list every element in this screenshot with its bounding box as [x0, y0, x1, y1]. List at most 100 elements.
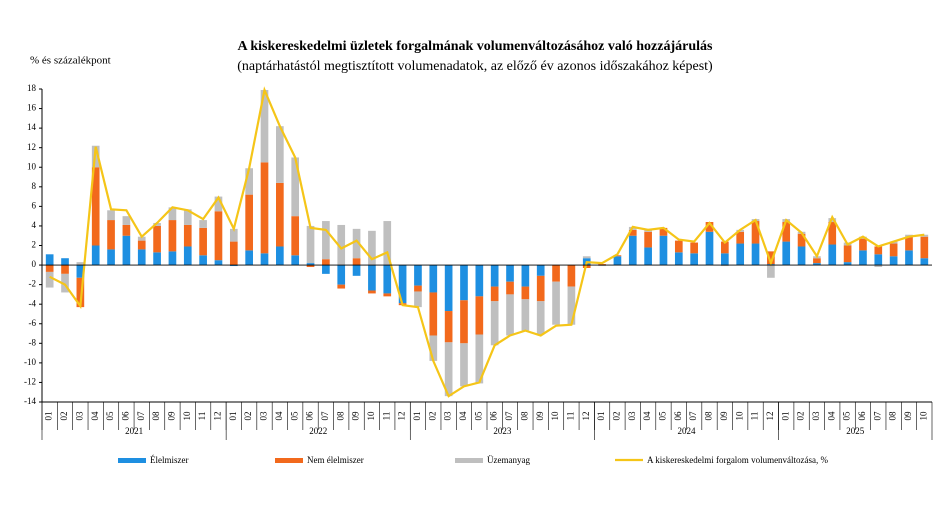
bar — [414, 265, 422, 286]
x-tick-label: 05 — [105, 411, 115, 421]
bar — [352, 258, 361, 266]
bar — [490, 265, 499, 287]
x-tick-label: 09 — [166, 411, 176, 421]
bar — [306, 263, 315, 266]
bar — [536, 265, 545, 276]
bar — [552, 265, 560, 282]
bar — [506, 265, 514, 282]
y-tick-label: -4 — [29, 298, 37, 308]
bar — [460, 343, 468, 387]
legend-swatch — [455, 458, 483, 463]
bar — [61, 265, 69, 274]
bar — [874, 265, 883, 268]
bar — [76, 265, 85, 278]
bar — [352, 228, 361, 259]
bar — [214, 260, 223, 266]
chart-subtitle: (naptárhatástól megtisztított volumenada… — [237, 59, 713, 74]
bar — [828, 222, 837, 245]
year-label: 2021 — [125, 426, 143, 436]
x-tick-label: 08 — [519, 411, 529, 421]
x-tick-label: 02 — [59, 412, 69, 421]
x-tick-label: 08 — [888, 411, 898, 421]
x-tick-label: 07 — [872, 411, 882, 421]
bar — [383, 293, 392, 297]
bar — [782, 241, 791, 266]
x-tick-label: 03 — [443, 411, 453, 421]
bar — [183, 246, 192, 266]
bar — [767, 251, 775, 265]
bar — [168, 207, 177, 221]
x-tick-label: 01 — [228, 412, 238, 421]
bar — [475, 265, 484, 297]
x-tick-label: 10 — [918, 411, 928, 421]
x-tick-label: 10 — [734, 411, 744, 421]
x-tick-label: 09 — [719, 411, 729, 421]
bar — [337, 224, 346, 266]
bar — [859, 238, 867, 251]
year-label: 2025 — [846, 426, 865, 436]
x-tick-label: 10 — [366, 411, 376, 421]
x-tick-label: 08 — [151, 411, 161, 421]
bar — [414, 285, 422, 292]
x-tick-label: 06 — [489, 411, 499, 421]
x-tick-label: 02 — [243, 412, 253, 421]
bar — [460, 300, 468, 344]
bar — [383, 221, 392, 266]
bar — [536, 275, 545, 302]
x-tick-label: 06 — [857, 411, 867, 421]
bar — [291, 255, 300, 266]
bar — [199, 227, 207, 256]
x-tick-label: 04 — [458, 411, 468, 421]
bar — [414, 291, 422, 308]
bar — [245, 250, 253, 266]
bar — [107, 210, 115, 221]
bar — [874, 246, 883, 255]
y-tick-label: 2 — [32, 240, 37, 250]
bar — [429, 335, 438, 361]
bar — [168, 251, 177, 266]
bar — [721, 241, 729, 254]
bar — [245, 194, 253, 251]
bar — [905, 236, 913, 251]
bar — [276, 126, 284, 183]
bar — [322, 265, 330, 274]
y-tick-label: -6 — [29, 318, 37, 328]
x-tick-label: 01 — [412, 412, 422, 421]
year-label: 2023 — [493, 426, 512, 436]
bar — [644, 231, 652, 248]
bar — [91, 245, 100, 266]
x-tick-label: 04 — [90, 411, 100, 421]
bar — [797, 233, 806, 247]
bar — [521, 265, 530, 287]
bar — [45, 271, 54, 288]
bar — [183, 209, 192, 225]
x-tick-label: 12 — [397, 412, 407, 421]
bar — [229, 265, 238, 267]
bar — [552, 281, 560, 325]
y-tick-label: 6 — [32, 200, 37, 210]
bar — [889, 243, 898, 257]
bar — [122, 235, 131, 266]
bar — [398, 265, 407, 304]
bar — [659, 235, 668, 266]
y-tick-label: -14 — [24, 396, 36, 406]
bar — [751, 243, 760, 266]
bar — [628, 229, 637, 236]
bar — [659, 227, 668, 236]
x-tick-label: 02 — [427, 412, 437, 421]
x-tick-label: 05 — [658, 411, 668, 421]
x-tick-label: 12 — [581, 412, 591, 421]
x-tick-label: 01 — [596, 412, 606, 421]
bar — [276, 246, 284, 266]
chart-title: A kiskereskedelmi üzletek forgalmának vo… — [238, 39, 713, 54]
bar — [322, 259, 330, 266]
bar — [276, 182, 284, 247]
bar — [352, 265, 361, 276]
bar — [444, 265, 453, 312]
legend-swatch — [275, 458, 303, 463]
bar — [475, 334, 484, 384]
bar — [153, 225, 161, 253]
bar — [674, 252, 683, 266]
y-tick-label: -2 — [29, 279, 37, 289]
